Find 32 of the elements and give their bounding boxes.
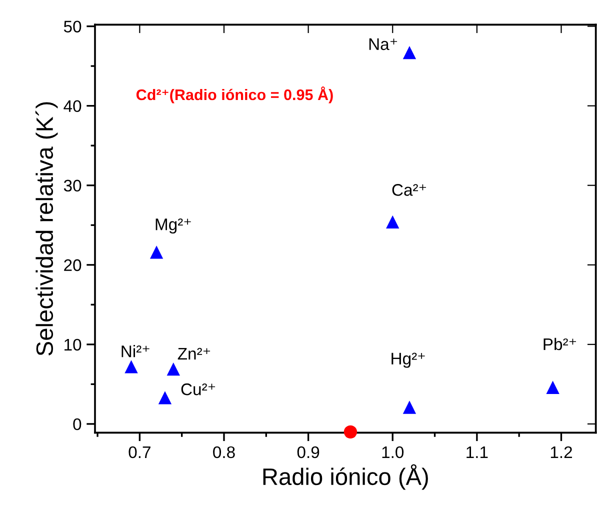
annotation: Na⁺ — [369, 38, 398, 50]
annotation: Ca²⁺ — [392, 184, 426, 196]
x-tick-label: 0.9 — [297, 446, 320, 458]
x-tick-label: 1.0 — [382, 446, 404, 458]
y-tick-label: 40 — [64, 100, 82, 112]
annotation: Cd²⁺(Radio iónico = 0.95 Å) — [136, 86, 333, 104]
point — [402, 400, 416, 414]
point — [150, 246, 164, 259]
point — [402, 46, 416, 60]
x-tick-label: 1.1 — [466, 446, 488, 458]
x-axis-title: Radio iónico (Å) — [263, 464, 428, 490]
annotation: Pb²⁺ — [544, 338, 576, 350]
annotation: Ni²⁺ — [122, 345, 150, 358]
point — [124, 360, 138, 374]
y-tick-label: 30 — [64, 180, 82, 192]
annotation: Mg²⁺ — [156, 218, 191, 234]
point — [546, 380, 560, 394]
y-tick-label: 10 — [64, 338, 82, 351]
x-tick-label: 0.7 — [128, 446, 150, 458]
annotation: Cu²⁺ — [181, 383, 216, 396]
point — [166, 362, 180, 376]
x-tick-label: 0.8 — [213, 446, 235, 458]
annotation: Zn²⁺ — [178, 348, 210, 360]
y-tick-label: 50 — [64, 20, 82, 32]
point — [158, 391, 172, 404]
point — [344, 425, 358, 438]
y-tick-label: 20 — [64, 259, 82, 272]
x-tick-label: 1.2 — [550, 446, 572, 458]
y-tick-label: 0 — [73, 418, 82, 430]
point — [386, 215, 400, 229]
y-axis-title: Selectividad relativa (K´) — [35, 102, 58, 356]
annotation: Hg²⁺ — [392, 352, 425, 368]
